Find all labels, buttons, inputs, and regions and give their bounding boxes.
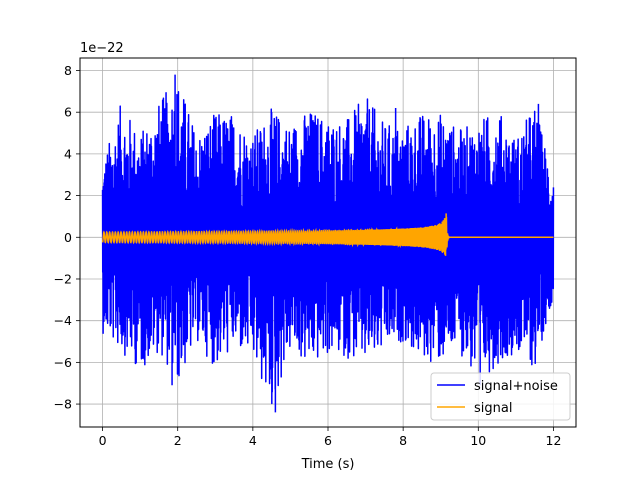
y-tick-label: −2 — [54, 271, 72, 286]
x-axis-ticks: 0 2 4 6 8 10 12 — [99, 427, 562, 448]
x-tick-label: 0 — [99, 433, 107, 448]
y-tick-label: −4 — [54, 313, 72, 328]
y-tick-label: 8 — [64, 63, 72, 78]
y-offset-text: 1e−22 — [80, 41, 124, 56]
signal-noise-line — [101, 74, 555, 413]
legend: signal+noise signal — [430, 372, 571, 421]
y-tick-label: 4 — [64, 146, 72, 161]
signal-line — [101, 213, 554, 256]
x-tick-label: 12 — [546, 433, 562, 448]
x-tick-label: 10 — [470, 433, 486, 448]
y-tick-label: 6 — [64, 105, 72, 120]
y-axis-ticks: −8 −6 −4 −2 0 2 4 6 8 — [54, 63, 80, 412]
x-tick-label: 4 — [249, 433, 257, 448]
legend-box — [430, 372, 571, 421]
x-tick-label: 8 — [399, 433, 407, 448]
y-tick-label: 2 — [64, 188, 72, 203]
legend-label-signal: signal — [474, 401, 512, 416]
x-axis-label: Time (s) — [301, 457, 355, 472]
x-tick-label: 6 — [324, 433, 332, 448]
x-tick-label: 2 — [174, 433, 182, 448]
y-tick-label: −6 — [54, 355, 72, 370]
signal-series — [101, 213, 554, 256]
y-tick-label: −8 — [54, 397, 72, 412]
y-tick-label: 0 — [64, 230, 72, 245]
signal-noise-series — [101, 74, 555, 413]
legend-label-signal-noise: signal+noise — [474, 379, 558, 394]
